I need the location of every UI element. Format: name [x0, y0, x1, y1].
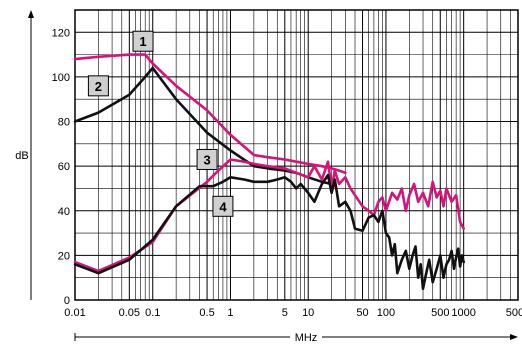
- y-tick-label: 80: [58, 117, 70, 129]
- axes: [28, 10, 518, 341]
- x-tick-label: 1: [227, 307, 233, 319]
- label-box-text: 2: [95, 79, 102, 94]
- x-tick-label: 5: [282, 307, 288, 319]
- y-tick-label: 120: [52, 27, 70, 39]
- y-tick-label: 0: [64, 295, 70, 307]
- x-tick-label: 5000: [506, 307, 522, 319]
- label-box-text: 1: [139, 34, 146, 49]
- series-label-box-3: 3: [197, 149, 217, 169]
- y-tick-label: 100: [52, 72, 70, 84]
- x-tick-label: 0.5: [199, 307, 214, 319]
- series-layer: [75, 55, 464, 289]
- y-tick-label: 40: [58, 206, 70, 218]
- y-tick-label: 20: [58, 250, 70, 262]
- series-label-box-2: 2: [88, 76, 108, 96]
- series-label-box-4: 4: [213, 196, 233, 216]
- x-tick-label: 100: [377, 307, 395, 319]
- x-tick-label: 1000: [451, 307, 475, 319]
- x-axis-label: MHz: [295, 332, 318, 344]
- y-axis-label: dB: [15, 150, 28, 162]
- x-tick-label: 500: [431, 307, 449, 319]
- y-axis-arrow: [28, 10, 34, 18]
- x-tick-label: 0.05: [119, 307, 140, 319]
- label-box-text: 3: [203, 152, 210, 167]
- x-tick-label: 0.1: [145, 307, 160, 319]
- y-tick-label: 60: [58, 161, 70, 173]
- x-axis-arrow: [510, 334, 518, 340]
- x-tick-label: 50: [356, 307, 368, 319]
- x-tick-label: 10: [302, 307, 314, 319]
- series-line-4: [75, 175, 464, 289]
- label-box-text: 4: [219, 199, 227, 214]
- series-label-box-1: 1: [133, 31, 153, 51]
- x-tick-label: 0.01: [64, 307, 85, 319]
- minor-grid: [98, 10, 510, 300]
